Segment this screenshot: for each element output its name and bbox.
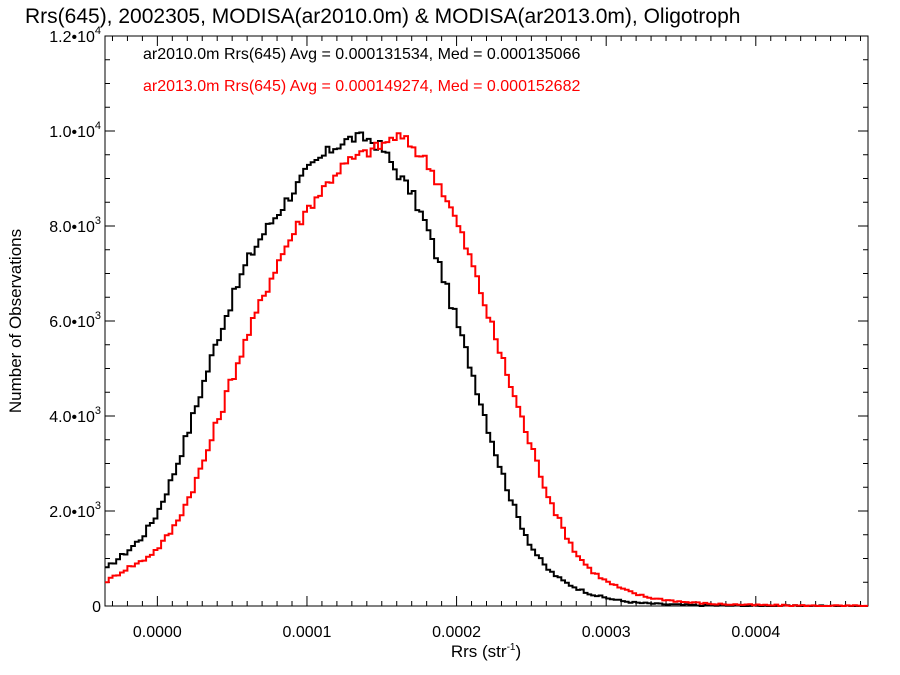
- legend-entry-ar2013: ar2013.0m Rrs(645) Avg = 0.000149274, Me…: [143, 78, 580, 95]
- y-tick-label: 8.0•103: [49, 215, 101, 236]
- x-axis: 0.0000 0.0001 0.0002 0.0003 0.0004: [111, 36, 862, 641]
- x-tick-label: 0.0001: [283, 624, 332, 641]
- x-tick-label: 0.0003: [582, 624, 631, 641]
- y-tick-label: 1.0•104: [49, 120, 101, 141]
- y-tick-label: 6.0•103: [49, 310, 101, 331]
- plot-frame: [104, 35, 869, 607]
- plot-border: [104, 35, 869, 607]
- series-line-ar2010: [105, 131, 868, 607]
- series-line-ar2013: [105, 132, 868, 607]
- legend-entry-ar2010: ar2010.0m Rrs(645) Avg = 0.000131534, Me…: [143, 46, 580, 63]
- chart-title: Rrs(645), 2002305, MODISA(ar2010.0m) & M…: [25, 5, 740, 28]
- x-axis-label: Rrs (str-1): [451, 642, 521, 661]
- y-tick-label: 1.2•104: [49, 25, 101, 46]
- x-tick-label: 0.0000: [133, 624, 182, 641]
- y-tick-label: 4.0•103: [49, 405, 101, 426]
- legend: ar2010.0m Rrs(645) Avg = 0.000131534, Me…: [143, 46, 580, 95]
- y-axis-label: Number of Observations: [6, 229, 25, 413]
- y-tick-label: 2.0•103: [49, 500, 101, 521]
- y-axis: 0 2.0•103 4.0•103 6.0•103 8.0•103 1.0•104 1.2•…: [49, 25, 868, 616]
- y-tick-label: 0: [92, 599, 101, 616]
- x-tick-label: 0.0004: [731, 624, 780, 641]
- series-layer: [105, 131, 868, 607]
- x-tick-label: 0.0002: [432, 624, 481, 641]
